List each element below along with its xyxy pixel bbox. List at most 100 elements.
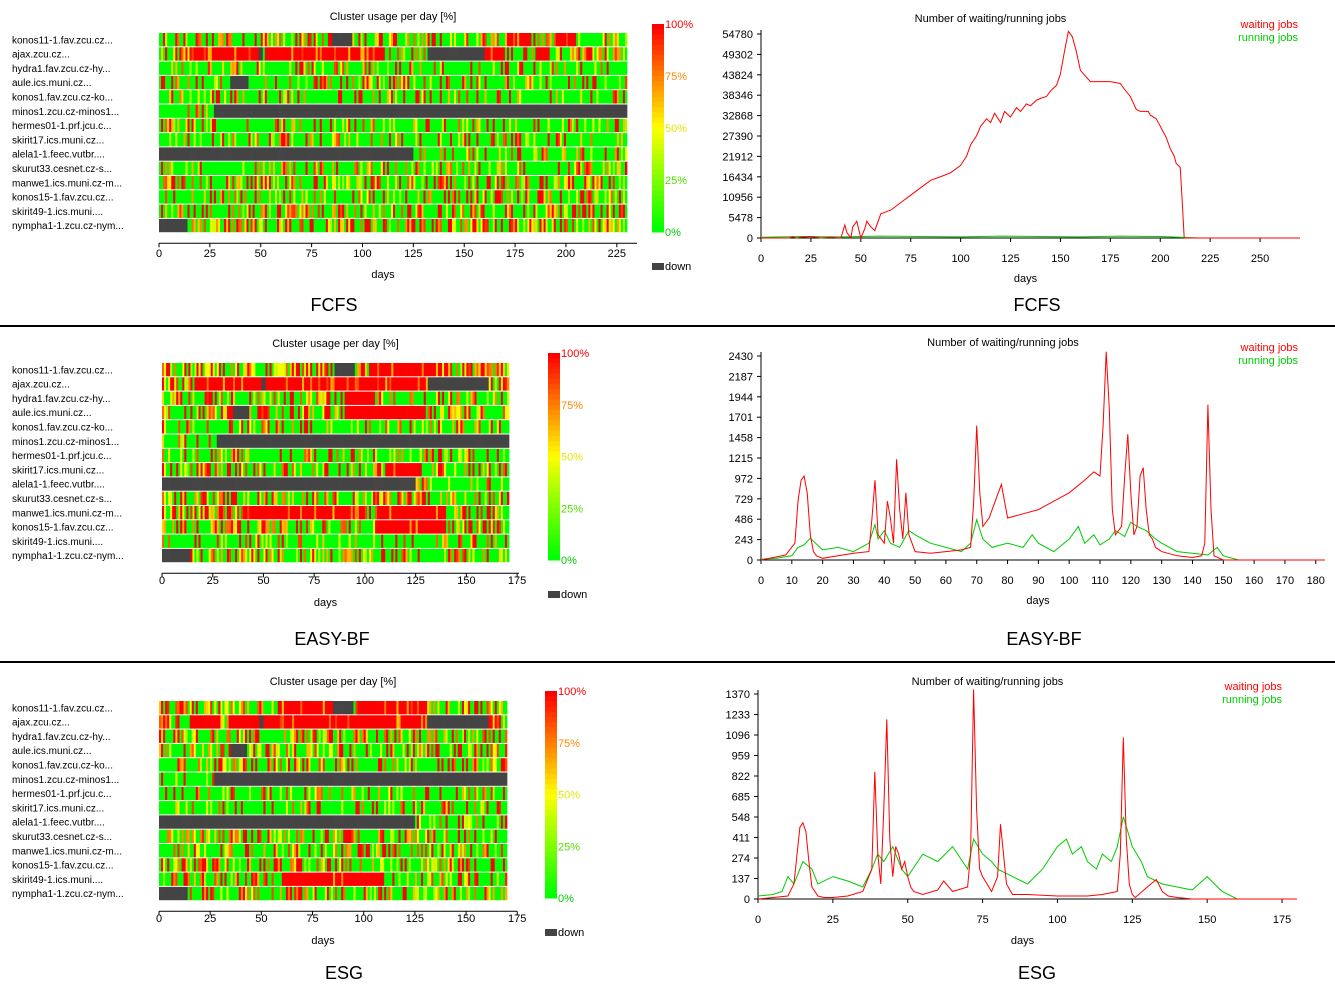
- usage-cell: [439, 147, 443, 161]
- usage-cell: [588, 133, 591, 147]
- usage-cell: [462, 434, 465, 448]
- usage-cell: [198, 448, 201, 463]
- usage-cell: [346, 133, 349, 147]
- usage-cell: [275, 491, 279, 505]
- usage-cell: [488, 104, 492, 118]
- usage-cell: [327, 190, 331, 204]
- usage-cell: [200, 434, 203, 448]
- usage-cell: [277, 118, 280, 133]
- usage-cell: [423, 434, 427, 448]
- usage-cell: [484, 161, 487, 175]
- cluster-label: aule.ics.muni.cz...: [12, 78, 91, 89]
- usage-cell: [417, 420, 421, 434]
- usage-cell: [260, 190, 264, 204]
- usage-cell: [433, 420, 437, 434]
- usage-cell: [260, 47, 264, 61]
- usage-cell: [547, 147, 551, 161]
- usage-cell: [179, 176, 182, 190]
- usage-cell: [161, 133, 164, 147]
- usage-cell: [576, 176, 579, 190]
- usage-cell: [480, 448, 483, 463]
- usage-cell: [458, 434, 461, 448]
- usage-cell: [570, 104, 573, 118]
- colorbar-step: [652, 221, 664, 228]
- usage-cell: [567, 33, 571, 47]
- usage-cell: [476, 147, 479, 161]
- usage-cell: [310, 420, 313, 434]
- usage-cell: [584, 161, 587, 175]
- usage-cell: [456, 118, 459, 133]
- usage-cell: [340, 448, 343, 463]
- usage-cell: [328, 363, 331, 377]
- usage-cell: [563, 118, 567, 133]
- usage-cell: [268, 147, 272, 161]
- usage-cell: [287, 218, 290, 233]
- usage-cell: [222, 448, 226, 463]
- usage-cell: [175, 190, 178, 204]
- usage-cell: [464, 448, 467, 463]
- usage-cell: [553, 33, 557, 47]
- usage-cell: [253, 463, 256, 477]
- usage-cell: [183, 218, 186, 233]
- usage-cell: [242, 190, 245, 204]
- usage-cell: [588, 90, 591, 104]
- usage-cell: [368, 104, 371, 118]
- usage-cell: [484, 218, 487, 233]
- usage-cell: [415, 118, 418, 133]
- usage-cell: [356, 190, 359, 204]
- usage-cell: [200, 463, 203, 477]
- usage-cell: [263, 391, 266, 405]
- colorbar-step: [652, 148, 664, 155]
- usage-cell: [508, 133, 512, 147]
- usage-cell: [289, 363, 293, 377]
- usage-cell: [490, 377, 494, 391]
- usage-cell: [202, 491, 205, 505]
- usage-cell: [222, 218, 225, 233]
- usage-cell: [173, 176, 176, 190]
- usage-cell: [301, 61, 304, 75]
- usage-cell: [386, 218, 390, 233]
- usage-cell: [466, 118, 469, 133]
- usage-cell: [205, 118, 209, 133]
- usage-cell: [466, 161, 469, 175]
- usage-cell: [245, 391, 248, 405]
- usage-cell: [502, 118, 506, 133]
- usage-cell: [413, 33, 416, 47]
- usage-cell: [397, 47, 400, 61]
- usage-cell: [543, 47, 546, 61]
- usage-cell: [354, 176, 357, 190]
- usage-cell: [287, 104, 290, 118]
- usage-cell: [403, 47, 406, 61]
- usage-cell: [250, 75, 253, 90]
- usage-cell: [362, 434, 366, 448]
- usage-cell: [474, 448, 477, 463]
- usage-cell: [435, 61, 439, 75]
- usage-cell: [185, 190, 188, 204]
- usage-cell: [211, 33, 215, 47]
- usage-cell: [299, 33, 302, 47]
- usage-cell: [233, 434, 236, 448]
- usage-cell: [437, 47, 441, 61]
- usage-cell: [474, 190, 477, 204]
- usage-cell: [427, 176, 430, 190]
- usage-cell: [588, 104, 591, 118]
- usage-cell: [311, 176, 314, 190]
- usage-cell: [421, 118, 424, 133]
- usage-cell: [563, 47, 567, 61]
- usage-cell: [275, 448, 279, 463]
- usage-cell: [476, 104, 479, 118]
- usage-cell: [397, 75, 400, 90]
- usage-cell: [405, 377, 408, 391]
- usage-cell: [164, 377, 167, 391]
- usage-cell: [242, 61, 245, 75]
- usage-cell: [291, 405, 295, 420]
- usage-cell: [622, 133, 626, 147]
- usage-cell: [458, 104, 461, 118]
- usage-cell: [285, 190, 288, 204]
- usage-cell: [500, 176, 504, 190]
- usage-cell: [504, 218, 508, 233]
- usage-cell: [249, 420, 252, 434]
- usage-cell: [431, 448, 435, 463]
- usage-cell: [608, 118, 612, 133]
- usage-cell: [281, 491, 285, 505]
